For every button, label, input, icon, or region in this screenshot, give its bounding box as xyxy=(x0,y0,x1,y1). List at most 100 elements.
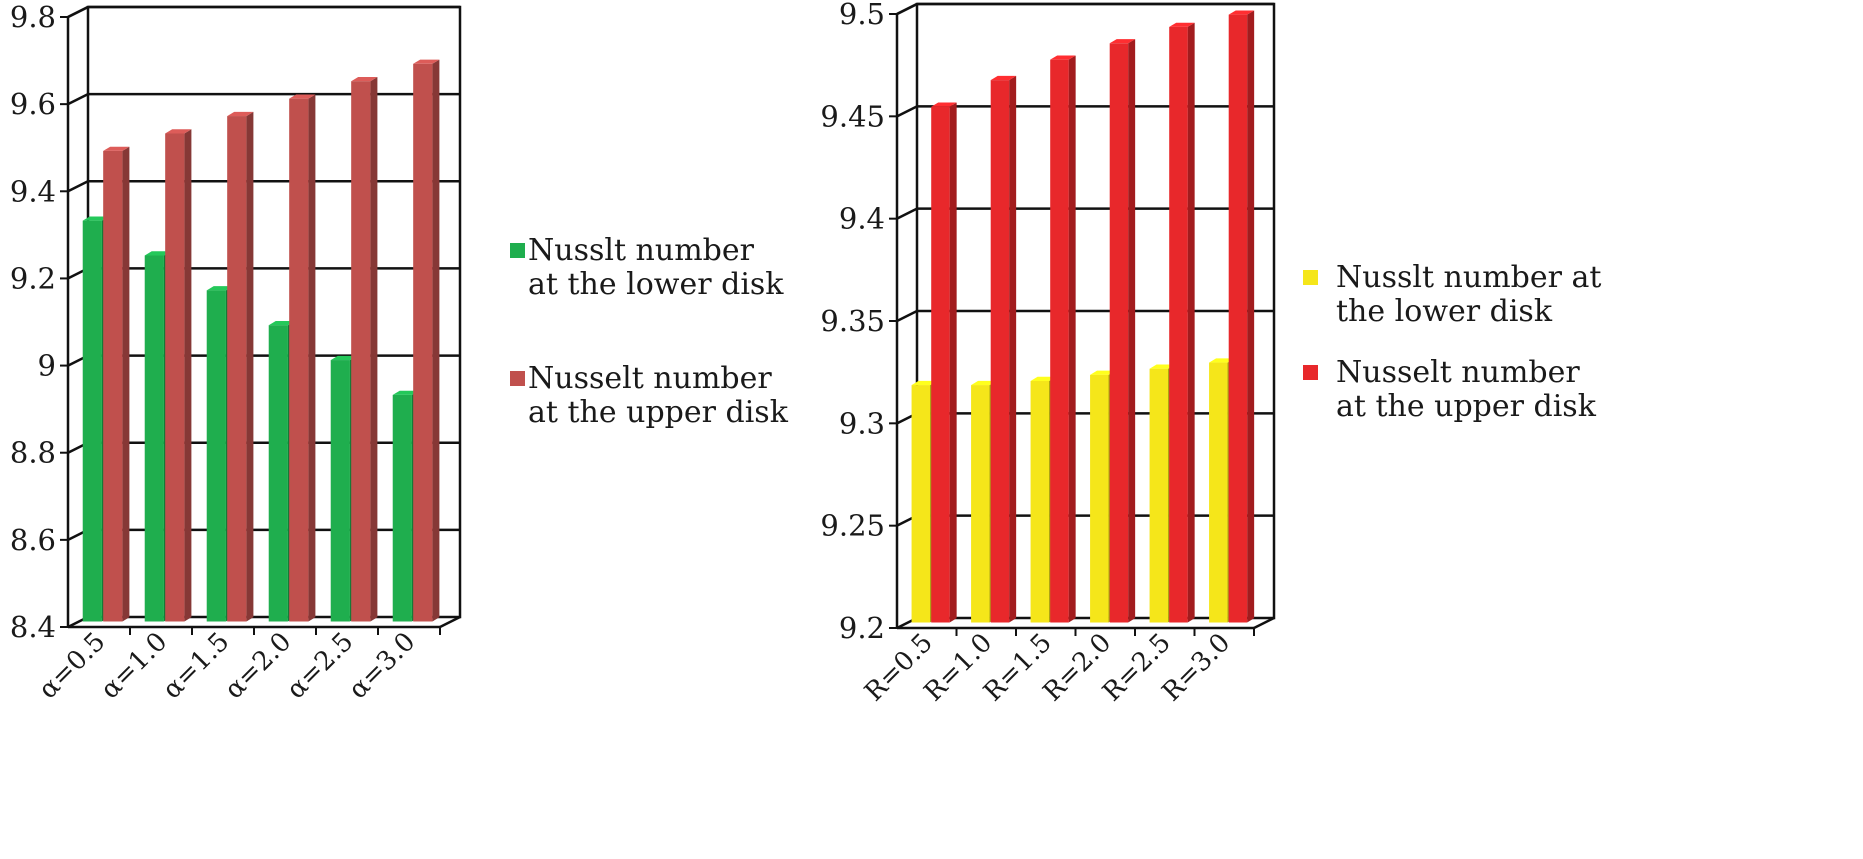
bars xyxy=(82,59,440,622)
bar xyxy=(1149,368,1169,623)
x-tick-label: α=3.0 xyxy=(343,627,421,705)
y-tick-label: 9.5 xyxy=(839,0,885,31)
y-tick-label: 9.25 xyxy=(820,509,885,543)
bar xyxy=(1109,43,1129,623)
bar-upper-disk xyxy=(931,102,957,623)
y-tick-label: 8.6 xyxy=(10,523,56,557)
x-tick-label: α=1.0 xyxy=(95,627,173,705)
bar xyxy=(1030,380,1050,623)
bar xyxy=(413,63,433,622)
bar xyxy=(1228,14,1248,623)
gridline-side xyxy=(67,180,89,193)
bar-side xyxy=(1128,39,1136,623)
bar-top xyxy=(911,380,938,386)
bar-side xyxy=(308,94,316,622)
floor-right-edge xyxy=(439,615,461,629)
gridline-side xyxy=(67,93,89,106)
bar-top xyxy=(289,94,316,99)
bar-side xyxy=(1068,55,1076,623)
y-tick-label: 9.2 xyxy=(839,611,885,645)
bar-side xyxy=(1187,22,1195,623)
bar-top xyxy=(931,102,957,107)
bar-upper-disk xyxy=(289,94,316,622)
bar xyxy=(971,385,990,623)
bar-upper-disk xyxy=(103,146,130,622)
right-chart: 9.29.259.39.359.49.459.5R=0.5R=1.0R=1.5R… xyxy=(820,0,1601,707)
bar-top xyxy=(82,216,109,221)
bar-upper-disk xyxy=(1169,22,1195,623)
floor-right-edge xyxy=(1253,616,1275,630)
legend-label: at the upper disk xyxy=(1336,389,1597,424)
bar xyxy=(330,360,350,622)
bar-top xyxy=(971,380,997,386)
gridline-side xyxy=(896,2,918,16)
bar xyxy=(931,106,950,623)
legend-label: the lower disk xyxy=(1336,294,1553,329)
bar-upper-disk xyxy=(1109,39,1136,623)
bars xyxy=(911,10,1255,623)
bar xyxy=(911,385,931,623)
bar-top xyxy=(227,111,254,117)
bar-side xyxy=(1247,10,1255,623)
gridline-side xyxy=(67,5,89,19)
bar-upper-disk xyxy=(351,77,378,622)
bar-top xyxy=(351,77,378,82)
bar-top xyxy=(268,321,295,326)
y-tick-label: 8.8 xyxy=(10,436,56,470)
y-tick-label: 9.35 xyxy=(820,304,885,338)
bar xyxy=(1209,362,1228,623)
bar-upper-disk xyxy=(413,59,440,622)
bar-top xyxy=(1169,22,1195,27)
gridline-side xyxy=(896,309,918,323)
bar-top xyxy=(1050,55,1076,60)
y-tick-label: 9.8 xyxy=(10,0,56,34)
bar-upper-disk xyxy=(227,111,254,622)
y-tick-label: 8.4 xyxy=(10,610,56,644)
bar-side xyxy=(949,102,957,623)
bar xyxy=(990,80,1010,623)
bar-top xyxy=(103,146,130,151)
bar xyxy=(144,255,164,622)
x-tick-label: α=1.5 xyxy=(157,627,235,705)
legend-swatch xyxy=(1303,365,1318,380)
bar xyxy=(351,81,371,622)
bar xyxy=(1050,59,1069,623)
x-tick-label: R=3.0 xyxy=(1157,628,1237,708)
bar-top xyxy=(392,390,419,395)
bar-side xyxy=(370,77,378,622)
bar xyxy=(392,394,412,622)
y-tick-label: 9.3 xyxy=(839,406,885,440)
bar xyxy=(103,150,123,622)
bar-side xyxy=(1009,75,1017,623)
bar xyxy=(268,325,288,622)
bar-top xyxy=(1109,39,1136,44)
y-tick-label: 9 xyxy=(38,349,56,383)
bar-top xyxy=(413,59,440,64)
bar-top xyxy=(206,286,233,291)
y-tick-label: 9.45 xyxy=(820,99,885,133)
legend-swatch xyxy=(1303,270,1318,285)
bar-upper-disk xyxy=(165,129,192,622)
y-tick-label: 9.2 xyxy=(10,261,56,295)
bar xyxy=(165,133,185,622)
legend-label: Nusselt number xyxy=(1336,355,1580,390)
bar-upper-disk xyxy=(1228,10,1255,623)
y-tick-label: 9.4 xyxy=(10,174,56,208)
bar-top xyxy=(1209,358,1235,363)
y-tick-label: 9.4 xyxy=(839,202,885,236)
legend-label: Nusslt number xyxy=(528,233,755,268)
bar-top xyxy=(1228,10,1255,15)
bar-upper-disk xyxy=(1050,55,1076,623)
legend-label: Nusselt number xyxy=(528,361,772,396)
bar-top xyxy=(330,355,357,361)
gridline-side xyxy=(896,207,918,220)
bar-side xyxy=(122,146,130,622)
legend-label: at the upper disk xyxy=(528,395,789,430)
bar-top xyxy=(1030,376,1057,381)
bar-top xyxy=(1090,370,1116,375)
bar xyxy=(82,220,102,622)
bar-top xyxy=(144,251,171,256)
